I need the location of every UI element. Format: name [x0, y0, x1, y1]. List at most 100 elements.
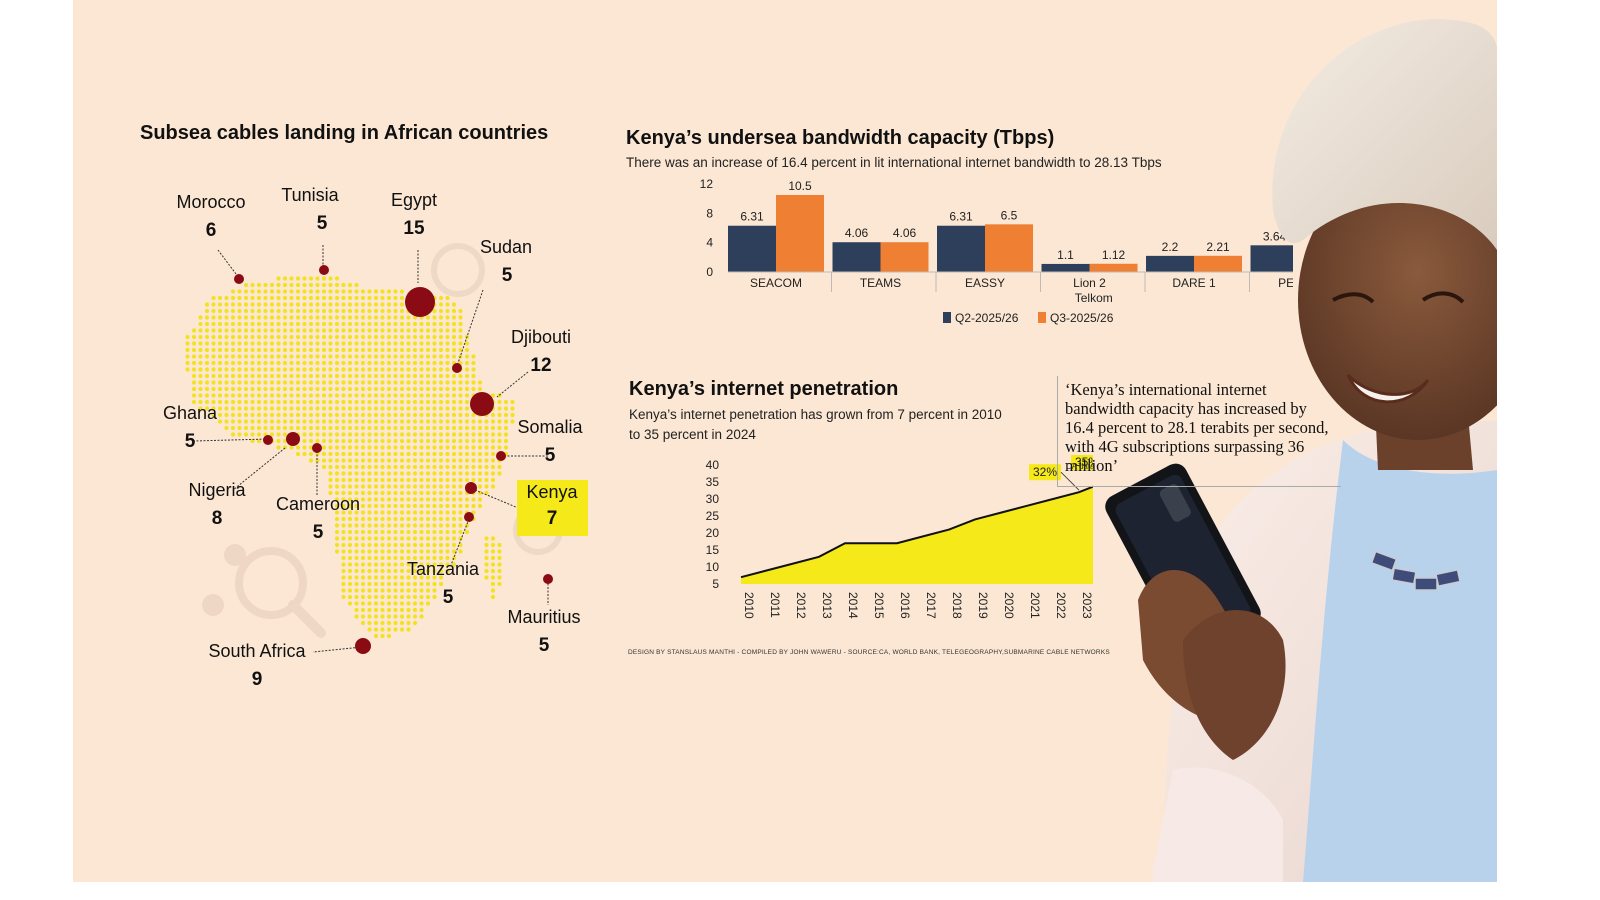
- x-tick-label: 2021: [1028, 592, 1042, 619]
- marker-nigeria: [286, 432, 300, 446]
- y-tick-label: 10: [706, 560, 720, 574]
- country-count-ghana: 5: [184, 431, 196, 452]
- marker-morocco: [234, 274, 244, 284]
- y-tick-label: 12: [700, 177, 714, 191]
- quote-source: CA data: [1066, 462, 1095, 471]
- x-tick-label: 2022: [1054, 592, 1068, 619]
- marker-sudan: [452, 363, 462, 373]
- country-name-kenya: Kenya: [526, 482, 578, 502]
- country-name-nigeria: Nigeria: [188, 480, 246, 500]
- bar-value-label: 6.31: [949, 210, 973, 224]
- marker-egypt: [405, 287, 435, 317]
- y-tick-label: 0: [706, 265, 713, 279]
- penetration-line: [740, 485, 1093, 579]
- x-tick-label: 2011: [768, 592, 782, 618]
- legend-swatch: [943, 312, 951, 323]
- marker-tunisia: [319, 265, 329, 275]
- y-tick-label: 40: [706, 458, 720, 472]
- y-tick-label: 30: [706, 492, 720, 506]
- category-label: TEAMS: [860, 276, 901, 290]
- quote-text: ‘Kenya’s international internet bandwidt…: [1065, 380, 1329, 475]
- marker-ghana: [263, 435, 273, 445]
- penetration-area-chart: 5 10 15 20 25 30 35 40 2010 2011 2012 2013 2014 2015 2…: [706, 455, 1093, 619]
- bar-seacom-2: [776, 195, 824, 272]
- country-count-south-africa: 9: [251, 669, 263, 690]
- y-tick-label: 35: [706, 475, 720, 489]
- marker-mauritius: [543, 574, 553, 584]
- legend-swatch: [1038, 312, 1046, 323]
- penetration-title: Kenya’s internet penetration: [629, 378, 899, 400]
- penetration-subtitle-line2: to 35 percent in 2024: [629, 427, 756, 442]
- marker-djibouti: [470, 392, 494, 416]
- country-count-kenya: 7: [546, 508, 558, 529]
- country-name-morocco: Morocco: [176, 192, 246, 212]
- kenya-highlight: [517, 480, 588, 536]
- marker-kenya: [465, 482, 477, 494]
- bar-peace-1: [1250, 245, 1293, 272]
- legend-label: Q2-2025/26: [955, 311, 1019, 325]
- category-label: EASSY: [965, 276, 1005, 290]
- country-count-mauritius: 5: [538, 635, 550, 656]
- legend-label: Q3-2025/26: [1050, 311, 1114, 325]
- bandwidth-bar-chart: 0 4 8 12 6.31 10.5 SEACOM 4.06 4.06 TEAMS 6.31 6.5 E…: [700, 177, 1293, 325]
- bar-value-label: 10.5: [788, 179, 812, 193]
- annotation-label: 35%: [1075, 455, 1093, 469]
- marker-tanzania: [464, 512, 474, 522]
- country-count-tunisia: 5: [316, 213, 328, 234]
- country-count-egypt: 15: [403, 218, 425, 239]
- bar-value-label: 1.12: [1102, 248, 1126, 262]
- country-count-sudan: 5: [501, 265, 513, 286]
- annotation-box: [1071, 455, 1093, 470]
- credits-line: DESIGN BY STANSLAUS MANTHI - COMPILED BY…: [628, 649, 1110, 656]
- x-tick-label: 2018: [950, 592, 964, 619]
- annotation-label: 32%: [1033, 465, 1057, 479]
- country-name-djibouti: Djibouti: [510, 327, 572, 347]
- category-label: Lion 2: [1073, 276, 1106, 290]
- category-label: PEACE: [1278, 276, 1293, 290]
- bar-lion-2-1: [1041, 263, 1090, 272]
- category-label: DARE 1: [1172, 276, 1216, 290]
- country-name-somalia: Somalia: [517, 417, 583, 437]
- category-label: SEACOM: [750, 276, 802, 290]
- country-name-tanzania: Tanzania: [406, 559, 480, 579]
- country-count-morocco: 6: [205, 220, 217, 241]
- y-tick-label: 15: [706, 543, 720, 557]
- map-title: Subsea cables landing in African countri…: [140, 122, 549, 144]
- marker-cameroon: [312, 443, 322, 453]
- country-name-ghana: Ghana: [162, 403, 218, 423]
- x-tick-label: 2010: [742, 592, 756, 619]
- country-count-cameroon: 5: [312, 522, 324, 543]
- x-tick-label: 2020: [1002, 592, 1016, 619]
- bar-eassy-2: [985, 224, 1033, 272]
- country-name-sudan: Sudan: [479, 237, 533, 257]
- bar-value-label: 2.2: [1162, 240, 1179, 254]
- bar-value-label: 6.5: [1001, 208, 1018, 222]
- y-tick-label: 5: [712, 577, 719, 591]
- bar-eassy-1: [937, 225, 985, 272]
- group-label-telkom: Telkom: [1075, 291, 1113, 305]
- bar-value-label: 1.1: [1057, 248, 1074, 262]
- marker-somalia: [496, 451, 506, 461]
- bandwidth-title: Kenya’s undersea bandwidth capacity (Tbp…: [626, 127, 1055, 149]
- bar-value-label: 4.06: [845, 226, 869, 240]
- x-tick-label: 2016: [898, 592, 912, 619]
- y-tick-label: 20: [706, 526, 720, 540]
- country-count-nigeria: 8: [211, 508, 223, 529]
- infographic-panel: Subsea cables landing in African countri…: [73, 0, 1497, 882]
- country-count-djibouti: 12: [530, 355, 552, 376]
- country-name-tunisia: Tunisia: [281, 185, 339, 205]
- annotation-leader: [1060, 471, 1080, 491]
- x-tick-label: 2014: [846, 592, 860, 619]
- country-name-mauritius: Mauritius: [507, 607, 581, 627]
- bar-seacom-1: [728, 225, 776, 272]
- country-count-somalia: 5: [544, 445, 556, 466]
- x-tick-label: 2019: [976, 592, 990, 619]
- x-tick-label: 2023: [1080, 592, 1093, 619]
- country-count-tanzania: 5: [442, 587, 454, 608]
- country-name-cameroon: Cameroon: [275, 494, 361, 514]
- bar-lion-2-2: [1089, 263, 1138, 272]
- bar-value-label: 2.21: [1206, 240, 1230, 254]
- y-tick-label: 25: [706, 509, 720, 523]
- africa-dots: [185, 276, 515, 639]
- bar-dare-1-1: [1146, 255, 1194, 272]
